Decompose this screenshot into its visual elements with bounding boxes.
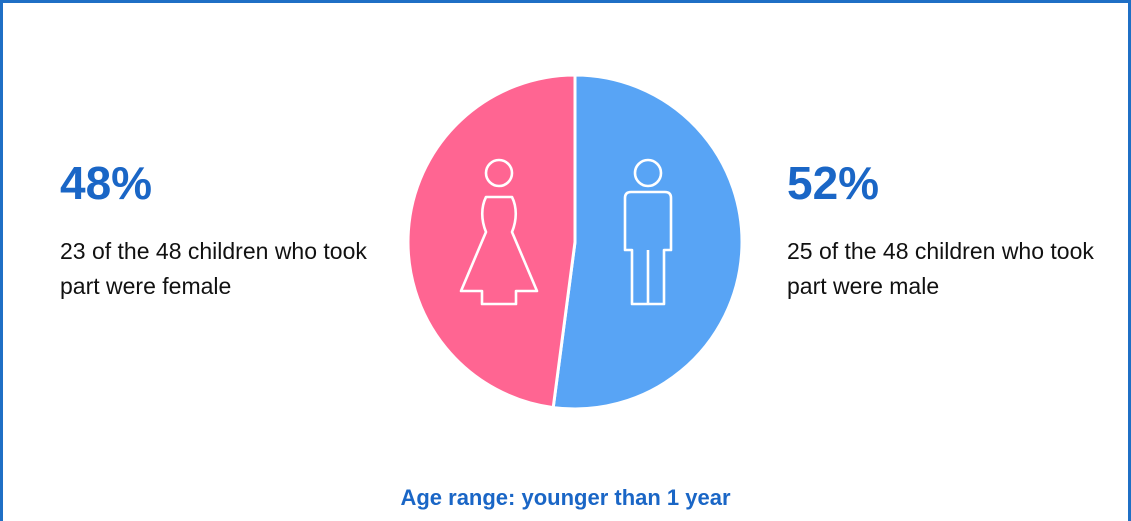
female-percent: 48% [60,157,153,209]
female-stat: 48% 23 of the 48 children who took part … [60,160,400,303]
female-description: 23 of the 48 children who took part were… [60,238,367,299]
male-stat: 52% 25 of the 48 children who took part … [787,160,1107,303]
pie-slice-male [551,73,744,411]
male-figure-icon [623,158,673,306]
pie-slice-female [406,73,577,410]
male-percent: 52% [787,157,880,209]
age-range-label: Age range: younger than 1 year [400,485,731,510]
female-figure-icon [459,158,539,306]
male-description: 25 of the 48 children who took part were… [787,238,1094,299]
